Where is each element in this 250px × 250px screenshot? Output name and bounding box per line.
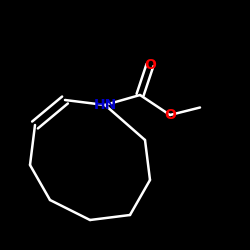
Text: HN: HN — [94, 98, 116, 112]
Text: O: O — [144, 58, 156, 72]
Text: O: O — [164, 108, 176, 122]
